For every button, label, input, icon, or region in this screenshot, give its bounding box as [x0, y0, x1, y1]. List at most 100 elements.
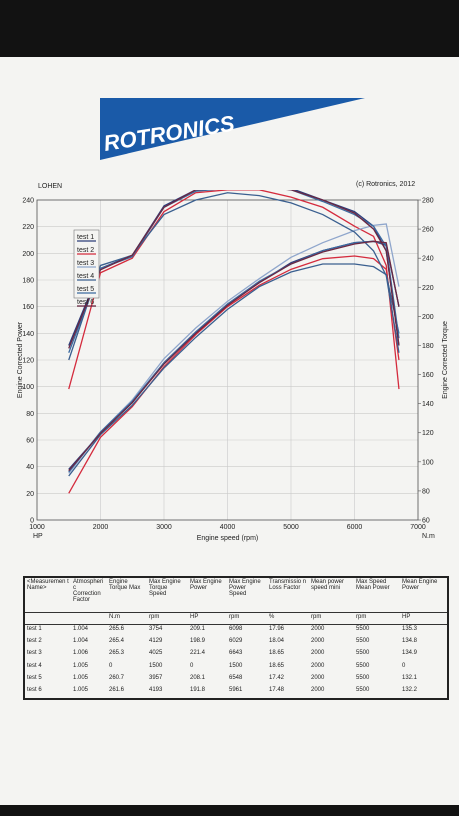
table-unit-cell: rpm	[354, 612, 400, 626]
y-right-tick-label: 160	[422, 372, 434, 379]
table-cell: 5500	[356, 662, 370, 669]
table-header-cell: Max Engine Power Speed	[227, 577, 267, 613]
torque-line-test-5	[68, 190, 400, 353]
results-table: <Measuremen t Name> Atmospheri c Correcti…	[23, 576, 449, 700]
torque-line-test-4	[68, 192, 400, 361]
table-cell: 135.3	[402, 626, 418, 633]
table-cell: 132.2	[402, 686, 418, 693]
legend-entry: test 5	[77, 286, 94, 293]
table-cell: 6643	[229, 650, 243, 657]
y-left-tick-label: 140	[22, 331, 34, 338]
torque-line-test-6	[68, 190, 400, 349]
y-left-tick-label: 160	[22, 304, 34, 311]
table-row: test 3 1.006 265.3 4025 221.4 6643 18.65 2000 55…	[24, 649, 448, 661]
x-axis-label: Engine speed (rpm)	[197, 535, 258, 542]
rotronics-logo: ROTRONICS	[100, 98, 365, 160]
y-left-tick-label: 180	[22, 278, 34, 285]
legend-entry: test 2	[77, 247, 94, 254]
y-right-tick-label: 200	[422, 314, 434, 321]
y-right-tick-label: 280	[422, 198, 434, 205]
y-right-tick-label: 240	[422, 256, 434, 263]
table-cell: 1.005	[73, 662, 89, 669]
table-row: test 6 1.005 261.6 4193 191.8 5961 17.48 2000 55…	[24, 686, 448, 699]
series-layer	[68, 190, 400, 494]
y-left-tick-label: 0	[30, 518, 34, 525]
table-unit-cell: rpm	[147, 612, 188, 626]
table-header-cell: <Measuremen t Name>	[24, 577, 71, 613]
table-units-row: N.m rpm HP rpm% rpm rpm HP	[24, 612, 448, 626]
table-unit-cell: rpm	[227, 612, 267, 626]
x-tick-label: 6000	[347, 524, 363, 531]
table-cell: 261.6	[109, 686, 125, 693]
table-cell: 265.4	[109, 638, 125, 645]
table-cell: 1.005	[73, 674, 89, 681]
table-cell: test 5	[27, 674, 42, 681]
table-cell: test 2	[27, 638, 42, 645]
table-cell: 208.1	[190, 674, 206, 681]
table-header-cell: Max Speed Mean Power	[354, 577, 400, 613]
table-cell: 265.6	[109, 626, 125, 633]
table-cell: 18.65	[269, 650, 285, 657]
table-cell: 17.96	[269, 626, 285, 633]
table-cell: 1.005	[73, 686, 89, 693]
table-cell: 1.004	[73, 626, 89, 633]
run-name: LOHEN	[38, 183, 63, 190]
legend-entry: test 1	[77, 234, 94, 241]
logo-banner-shape	[100, 98, 365, 160]
table-cell: 2000	[311, 650, 325, 657]
table-header-row: <Measuremen t Name> Atmospheri c Correcti…	[24, 577, 448, 613]
table-cell: 4025	[149, 650, 163, 657]
table-cell: 5500	[356, 674, 370, 681]
table-row: test 2 1.004 265.4 4129 198.9 6029 18.04 2000 55…	[24, 637, 448, 649]
table-cell: 2000	[311, 662, 325, 669]
y-right-tick-label: 60	[422, 518, 430, 525]
table-unit-cell: N.m	[107, 612, 147, 626]
chart-axes: 1000 2000 3000 4000 5000 6000 7000 0 20 40 60 80 100…	[22, 198, 433, 532]
table-cell: 132.1	[402, 674, 418, 681]
y-right-tick-label: 220	[422, 285, 434, 292]
x-tick-label: 2000	[93, 524, 109, 531]
power-line-test-5	[68, 240, 400, 473]
table-cell: 5500	[356, 638, 370, 645]
table-cell: 134.9	[402, 650, 418, 657]
table-cell: 3754	[149, 626, 163, 633]
table-cell: 1500	[229, 662, 243, 669]
y-right-tick-label: 140	[422, 401, 434, 408]
table-cell: 2000	[311, 638, 325, 645]
legend-entry: test 6	[77, 299, 94, 306]
table-cell: 265.3	[109, 650, 125, 657]
table-header-cell: Max Engine Torque Speed	[147, 577, 188, 613]
table-cell: 5961	[229, 686, 243, 693]
y-left-tick-label: 120	[22, 358, 34, 365]
table-cell: test 1	[27, 626, 42, 633]
table-header-cell: Atmospheri c Correction Factor	[71, 577, 107, 613]
table-cell: 2000	[311, 686, 325, 693]
y-right-tick-label: 100	[422, 459, 434, 466]
table-header-cell: Transmissio n Loss Factor	[267, 577, 309, 613]
table-cell: 5500	[356, 686, 370, 693]
y-left-tick-label: 240	[22, 198, 34, 205]
table-row: test 5 1.005 260.7 3957 208.1 6548 17.42 2000 55…	[24, 674, 448, 686]
table-unit-cell: rpm	[309, 612, 354, 626]
table-cell: 5500	[356, 626, 370, 633]
y-right-tick-label: 80	[422, 488, 430, 495]
power-line-test-4	[68, 263, 400, 477]
y-right-axis-label: Engine Corrected Torque	[442, 321, 449, 399]
table-header-cell: Engine Torque Max	[107, 577, 147, 613]
table-cell: 17.48	[269, 686, 285, 693]
table-cell: 4129	[149, 638, 163, 645]
y-left-tick-label: 60	[26, 438, 34, 445]
table-unit-cell: HP	[188, 612, 227, 626]
table-cell: 3957	[149, 674, 163, 681]
table-cell: 6029	[229, 638, 243, 645]
y-left-tick-label: 220	[22, 224, 34, 231]
x-tick-label: 7000	[410, 524, 426, 531]
table-cell: 1.006	[73, 650, 89, 657]
power-line-test-1	[68, 240, 400, 470]
table-cell: 2000	[311, 674, 325, 681]
table-cell: 209.1	[190, 626, 206, 633]
y-left-tick-label: 100	[22, 384, 34, 391]
table-cell: 134.8	[402, 638, 418, 645]
table-cell: 6548	[229, 674, 243, 681]
x-tick-label: 5000	[283, 524, 299, 531]
